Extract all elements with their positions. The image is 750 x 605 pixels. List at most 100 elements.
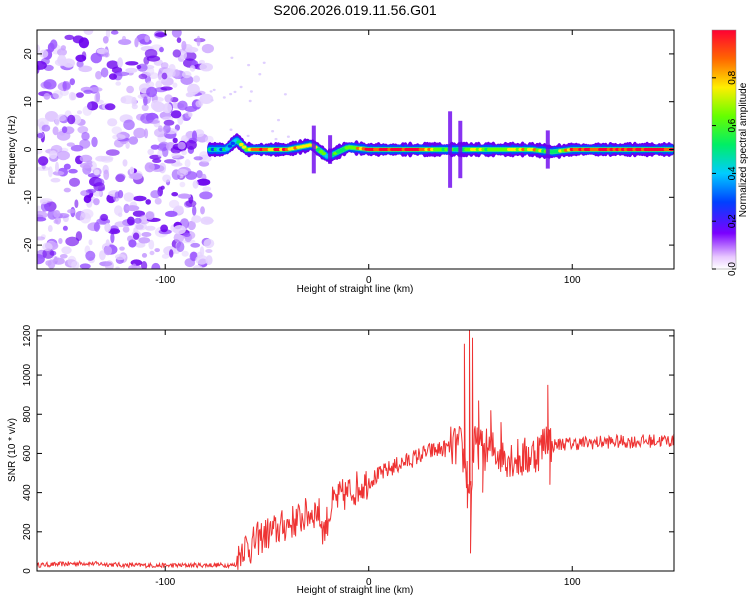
noise-blob [71, 261, 77, 268]
noise-blob [205, 249, 213, 253]
noise-blob [179, 50, 187, 60]
noise-blob [169, 249, 174, 258]
noise-blob [160, 185, 165, 190]
noise-blob [69, 78, 76, 86]
noise-blob [39, 49, 49, 58]
signal-track [207, 111, 674, 188]
y-tick-label: 800 [22, 405, 33, 422]
y-tick-label: 0 [22, 568, 33, 574]
noise-blob [162, 103, 173, 114]
noise-blob [79, 162, 93, 169]
noise-dot [210, 99, 214, 102]
noise-dot [222, 96, 226, 99]
spectrogram-y-ticks: -20 -10 0 10 20 [23, 48, 674, 252]
noise-dot [209, 90, 213, 93]
noise-blob [83, 195, 92, 204]
noise-blob [85, 188, 96, 194]
track-core [242, 145, 247, 149]
noise-blob [152, 158, 162, 163]
noise-blob [185, 171, 198, 180]
noise-blob [155, 80, 162, 89]
noise-blob [63, 187, 71, 193]
spectrogram-x-ticks: -100 0 100 [155, 30, 581, 286]
noise-blob [128, 239, 137, 248]
snr-x-ticks: -100 0 100 [155, 330, 581, 588]
noise-blob [95, 70, 102, 80]
noise-blob [93, 169, 100, 176]
spectrogram-y-label: Frequency (Hz) [7, 116, 18, 185]
noise-blob [56, 130, 71, 141]
noise-blob [83, 30, 94, 35]
noise-blob [154, 197, 162, 205]
noise-blob [58, 115, 67, 122]
noise-blob [67, 114, 76, 125]
y-tick-label: 600 [22, 445, 33, 462]
noise-blob [122, 159, 128, 167]
track-disturbance [448, 111, 453, 188]
noise-blob [192, 180, 199, 189]
noise-blob [37, 156, 49, 166]
noise-blob [190, 242, 201, 248]
noise-blob [104, 103, 116, 111]
noise-blob [79, 154, 93, 163]
noise-blob [87, 101, 93, 110]
noise-blob [123, 192, 135, 202]
noise-blob [146, 86, 158, 98]
snr-series-line [37, 330, 674, 570]
noise-blob [80, 208, 94, 219]
noise-blob [172, 82, 178, 88]
noise-blob [144, 35, 150, 43]
noise-blob [42, 242, 53, 251]
noise-blobs [37, 30, 290, 269]
noise-blob [47, 225, 53, 232]
noise-blob [138, 237, 151, 244]
noise-blob [160, 86, 173, 91]
noise-blob [95, 155, 107, 162]
noise-blob [150, 144, 160, 150]
noise-blob [140, 113, 154, 124]
noise-blob [183, 232, 191, 237]
colorbar-tick-label: 0.2 [727, 214, 738, 228]
noise-blob [193, 264, 203, 269]
noise-dot [271, 130, 275, 133]
noise-blob [103, 245, 112, 256]
noise-blob [201, 43, 214, 54]
noise-blob [168, 199, 180, 209]
noise-blob [145, 225, 156, 231]
noise-blob [147, 148, 154, 156]
noise-blob [187, 83, 200, 95]
noise-blob [111, 66, 123, 74]
colorbar-gradient [712, 30, 736, 269]
noise-blob [145, 199, 151, 205]
noise-blob [134, 217, 142, 224]
track-core [239, 142, 244, 147]
noise-blob [42, 248, 55, 259]
noise-blob [74, 199, 79, 208]
noise-blob [131, 263, 137, 269]
y-tick-label: 20 [23, 48, 34, 60]
noise-blob [189, 65, 196, 72]
noise-blob [196, 170, 203, 179]
noise-blob [40, 201, 50, 212]
x-tick-label: -100 [155, 577, 175, 588]
noise-blob [179, 181, 186, 188]
noise-blob [58, 238, 63, 244]
noise-blob [150, 99, 161, 111]
noise-blob [81, 51, 87, 61]
noise-blob [59, 253, 68, 259]
noise-blob [184, 258, 196, 268]
noise-blob [114, 191, 120, 199]
noise-blob [115, 253, 126, 261]
noise-blob [117, 57, 123, 68]
noise-blob [37, 148, 43, 155]
noise-blob [148, 239, 155, 250]
noise-blob [78, 37, 90, 49]
noise-blob [172, 137, 178, 144]
noise-dot [212, 88, 216, 92]
x-tick-label: 0 [366, 577, 372, 588]
noise-blob [105, 239, 110, 248]
noise-blob [158, 125, 163, 132]
noise-blob [170, 110, 182, 119]
noise-blob [181, 150, 187, 156]
